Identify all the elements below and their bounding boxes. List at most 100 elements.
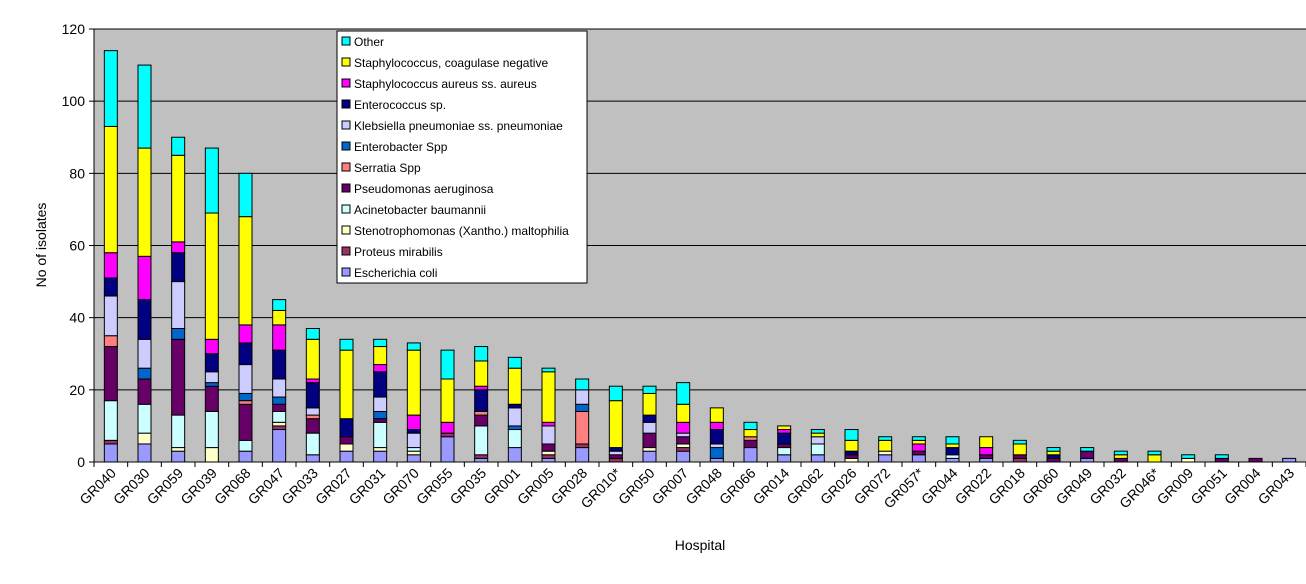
bar-segment: [171, 327, 186, 340]
bar-segment: [474, 410, 489, 416]
bar-segment: [1181, 454, 1196, 459]
bar-segment: [575, 378, 590, 391]
legend-label: Proteus mirabilis: [354, 245, 443, 259]
bar-segment: [474, 457, 489, 463]
bar-segment: [137, 378, 152, 405]
bar-segment: [406, 414, 421, 431]
bar-segment: [406, 447, 421, 452]
gridlines: [94, 28, 1306, 391]
bar-segment: [373, 338, 388, 348]
bar-segment: [743, 436, 758, 441]
bar-stack-gr070: [406, 342, 421, 463]
bar-segment: [406, 454, 421, 463]
bar-segment: [474, 389, 489, 412]
bar-segment: [507, 429, 522, 449]
bar-segment: [810, 432, 825, 438]
legend: Other Staphylococcus, coagulase negative S…: [336, 30, 588, 284]
legend-swatch: [341, 141, 351, 151]
bar-segment: [777, 447, 792, 456]
bar-segment: [204, 212, 219, 340]
bar-segment: [171, 136, 186, 156]
bar-segment: [440, 378, 455, 423]
y-tick-label: 100: [62, 93, 86, 109]
legend-label: Escherichia coli: [354, 266, 437, 280]
bar-stack-gr060: [1046, 447, 1061, 463]
bar-segment: [507, 356, 522, 369]
legend-swatch: [341, 99, 351, 109]
bar-stack-gr033: [305, 327, 320, 463]
bar-segment: [272, 421, 287, 427]
bar-segment: [440, 432, 455, 438]
bar-segment: [642, 385, 657, 394]
legend-label: Enterobacter Spp: [354, 140, 448, 154]
bar-segment: [238, 450, 253, 463]
bar-segment: [878, 454, 893, 463]
y-tick-label: 80: [69, 165, 85, 181]
bar-stack-gr010: [608, 385, 623, 463]
legend-swatch: [341, 78, 351, 88]
bar-segment: [1046, 457, 1061, 463]
bar-segment: [777, 443, 792, 449]
bar-segment: [507, 447, 522, 463]
bar-segment: [373, 396, 388, 412]
bar-segment: [608, 400, 623, 449]
bar-segment: [238, 324, 253, 344]
bar-segment: [171, 241, 186, 254]
bar-stack-gr014: [777, 425, 792, 463]
legend-swatch: [341, 246, 351, 256]
bar-segment: [373, 410, 388, 420]
bar-segment: [945, 457, 960, 463]
bar-segment: [339, 338, 354, 351]
bar-segment: [575, 410, 590, 445]
bar-segment: [238, 439, 253, 452]
bar-stack-gr068: [238, 172, 253, 463]
bar-segment: [709, 447, 724, 459]
bar-segment: [1012, 443, 1027, 456]
bar-segment: [878, 436, 893, 441]
bar-segment: [1147, 454, 1162, 463]
bar-stack-gr046: [1147, 450, 1162, 463]
bar-segment: [339, 418, 354, 438]
bar-stack-gr055: [440, 349, 455, 463]
bar-segment: [709, 407, 724, 423]
bar-segment: [541, 421, 556, 427]
bar-segment: [743, 429, 758, 438]
bar-segment: [676, 447, 691, 452]
bar-stack-gr072: [878, 436, 893, 463]
bar-segment: [171, 414, 186, 449]
bar-segment: [238, 400, 253, 405]
y-tick-label: 120: [62, 21, 86, 37]
bar-segment: [272, 403, 287, 412]
bar-segment: [171, 154, 186, 243]
bar-segment: [272, 396, 287, 405]
bar-segment: [676, 443, 691, 449]
bar-stack-gr001: [507, 356, 522, 463]
bar-segment: [676, 421, 691, 434]
bar-segment: [844, 439, 859, 452]
bar-segment: [911, 436, 926, 441]
bar-segment: [676, 432, 691, 438]
bar-segment: [373, 364, 388, 373]
bar-segment: [541, 371, 556, 423]
bar-segment: [406, 432, 421, 449]
bar-segment: [743, 421, 758, 431]
bar-segment: [1113, 457, 1128, 463]
bar-segment: [305, 338, 320, 380]
bar-segment: [171, 450, 186, 463]
bar-segment: [945, 447, 960, 456]
bar-segment: [406, 342, 421, 351]
bar-segment: [911, 454, 926, 463]
bar-segment: [709, 443, 724, 449]
y-tick-label: 0: [77, 454, 85, 470]
legend-label: Klebsiella pneumoniae ss. pneumoniae: [354, 119, 563, 133]
bar-segment: [709, 457, 724, 463]
bar-segment: [945, 443, 960, 449]
bar-segment: [541, 443, 556, 452]
bar-stack-gr018: [1012, 439, 1027, 463]
bar-segment: [272, 429, 287, 463]
bar-segment: [642, 450, 657, 463]
bar-segment: [103, 335, 118, 348]
bar-segment: [474, 360, 489, 387]
legend-swatch: [341, 120, 351, 130]
bar-segment: [676, 403, 691, 423]
